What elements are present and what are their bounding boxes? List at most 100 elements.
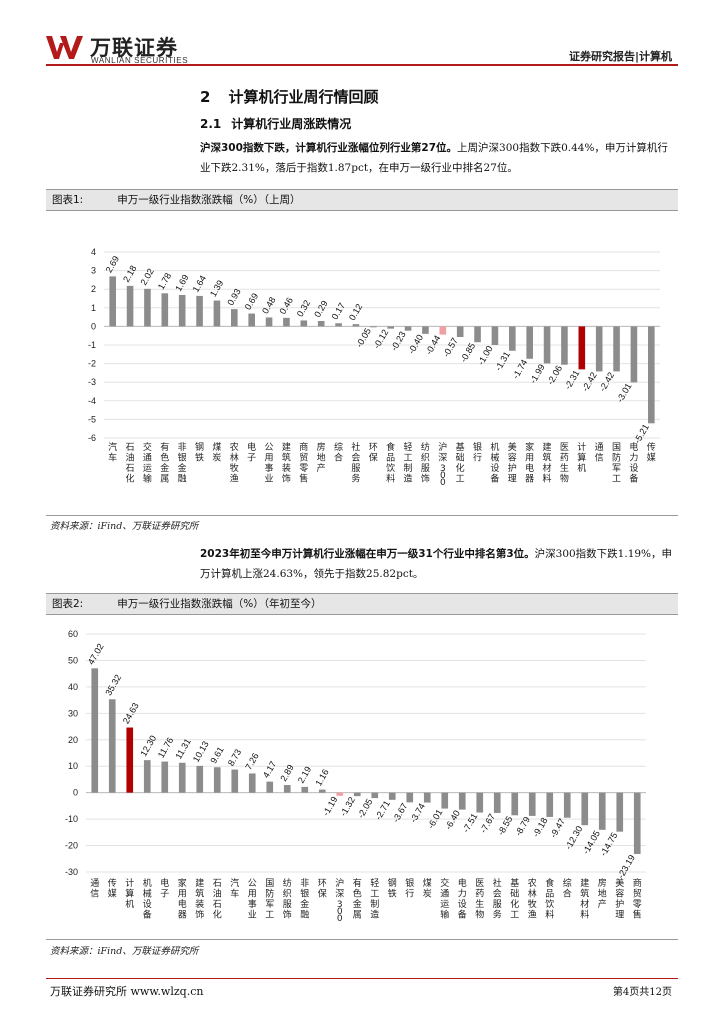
bar — [474, 326, 481, 343]
bar — [161, 293, 169, 327]
value-label: 1.69 — [173, 273, 190, 293]
bar — [613, 326, 620, 372]
bar — [248, 773, 256, 793]
figure1-header: 图表1: 申万一级行业指数涨跌幅（%）（上周） — [46, 189, 678, 211]
y-tick-label: 4 — [91, 247, 96, 257]
bar — [561, 326, 568, 365]
value-label: -1.32 — [338, 795, 357, 818]
category-label: 电力设备 — [458, 877, 467, 921]
value-label: -12.30 — [563, 824, 584, 851]
value-label: 0.17 — [330, 301, 347, 321]
footer-divider — [46, 978, 678, 979]
value-label: 1.16 — [313, 767, 330, 787]
category-label: 计算机 — [125, 877, 134, 910]
bar — [526, 326, 533, 359]
bar — [563, 792, 571, 818]
value-label: 0.32 — [295, 298, 312, 318]
bar — [388, 792, 396, 800]
category-label: 有色金属 — [160, 441, 169, 485]
bar — [456, 326, 464, 338]
value-label: -23.19 — [616, 853, 637, 880]
value-label: 7.26 — [243, 751, 260, 771]
bar — [126, 727, 134, 793]
value-label: -2.05 — [356, 797, 375, 820]
bar — [231, 309, 238, 327]
value-label: 11.31 — [173, 737, 193, 761]
category-label: 沪深 3 0 0 — [438, 441, 447, 488]
bar — [178, 294, 186, 327]
footer-institution: 万联证券研究所 www.wlzq.cn — [50, 985, 204, 998]
section-title: 2 计算机行业周行情回顾 — [200, 86, 378, 107]
category-label: 轻工制造 — [404, 441, 413, 485]
value-label: -2.71 — [373, 799, 392, 822]
value-label: -3.67 — [391, 801, 410, 824]
logo-text-en: WANLIAN SECURITIES — [91, 56, 189, 65]
value-label: 0.46 — [278, 296, 295, 316]
bar — [439, 326, 447, 335]
y-tick-label: 30 — [68, 708, 78, 718]
bar — [301, 786, 309, 793]
y-tick-label: -5 — [88, 414, 96, 424]
bar — [143, 760, 151, 793]
category-label: 沪深 3 0 0 — [335, 877, 344, 924]
bar — [458, 792, 466, 810]
value-label: 4.17 — [261, 759, 278, 779]
value-label: -5.21 — [632, 422, 651, 445]
category-label: 商贸零售 — [299, 441, 308, 485]
value-label: 2.02 — [139, 267, 156, 287]
category-label: 食品饮料 — [386, 441, 395, 485]
value-label: -1.31 — [493, 350, 512, 373]
bar — [633, 792, 641, 854]
value-label: 0.12 — [347, 302, 364, 322]
category-label: 美容护理 — [615, 877, 624, 921]
category-label: 电子 — [247, 441, 256, 464]
value-label: 0.93 — [225, 287, 242, 307]
category-label: 通信 — [595, 442, 604, 464]
bar — [265, 317, 273, 327]
bar — [595, 326, 603, 372]
bar — [491, 326, 499, 345]
category-label: 国防军工 — [265, 878, 274, 921]
category-label: 商贸零售 — [633, 877, 642, 921]
value-label: -8.55 — [496, 814, 515, 837]
category-label: 交通运输 — [143, 441, 152, 485]
bar — [109, 276, 116, 327]
category-label: 公用事业 — [265, 442, 274, 485]
category-label: 有色金属 — [353, 877, 362, 921]
value-label: -3.74 — [408, 802, 427, 825]
category-label: 综合 — [334, 441, 343, 464]
category-label: 轻工制造 — [370, 877, 379, 921]
paragraph-weekly: 沪深300指数下跌，计算机行业涨幅位列行业第27位。上周沪深300指数下跌0.4… — [200, 138, 676, 178]
category-label: 房地产 — [317, 441, 326, 474]
value-label: -1.19 — [321, 795, 340, 818]
wanlian-logo-icon — [46, 36, 83, 59]
value-label: -8.79 — [513, 815, 532, 838]
bar — [406, 792, 414, 803]
bar — [546, 792, 554, 817]
page-number: 第4页共12页 — [612, 987, 672, 998]
value-label: 0.48 — [260, 295, 277, 315]
y-tick-label: 20 — [68, 735, 78, 745]
bar — [509, 326, 516, 351]
category-label: 纺织服饰 — [421, 441, 430, 485]
figure2-label: 图表2: — [52, 598, 84, 610]
bar — [543, 326, 551, 364]
category-label: 传媒 — [647, 441, 656, 464]
category-label: 机械设备 — [143, 877, 152, 921]
category-label: 计算机 — [577, 441, 586, 474]
y-tick-label: 2 — [91, 284, 96, 294]
category-label: 煤炭 — [423, 877, 432, 900]
y-tick-label: -1 — [88, 340, 96, 350]
category-label: 医药生物 — [560, 442, 569, 485]
category-label: 建筑材料 — [580, 877, 589, 921]
value-label: 35.32 — [103, 673, 123, 698]
category-label: 电力设备 — [629, 441, 638, 485]
value-label: -1.74 — [511, 358, 530, 381]
category-label: 基础化工 — [456, 441, 465, 485]
bar — [283, 317, 290, 327]
figure1-title: 申万一级行业指数涨跌幅（%）（上周） — [117, 194, 301, 206]
value-label: -0.12 — [372, 328, 391, 351]
category-label: 建筑装饰 — [195, 877, 204, 921]
value-label: 9.61 — [208, 745, 225, 765]
category-label: 美容护理 — [508, 441, 517, 485]
